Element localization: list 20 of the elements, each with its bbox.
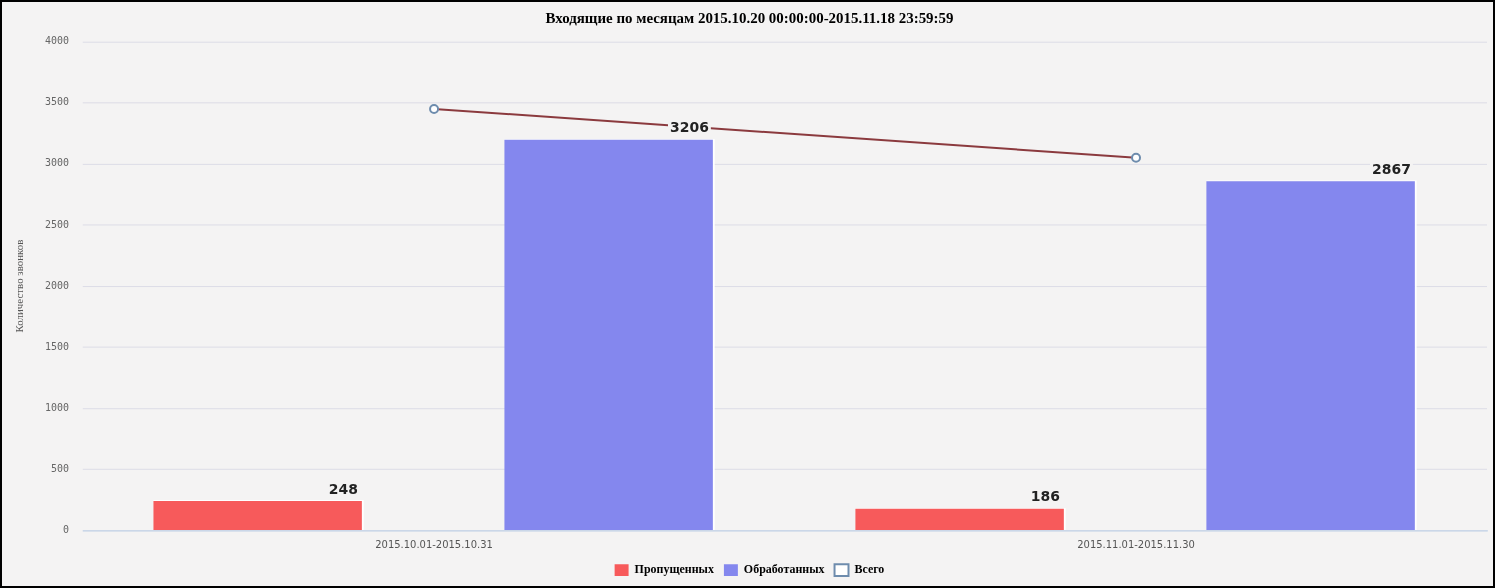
y-tick-label: 2000	[45, 279, 70, 291]
y-axis-title: Количество звонков	[13, 239, 26, 333]
data-label: 2867	[1372, 160, 1411, 177]
y-tick-label: 500	[51, 462, 70, 474]
y-tick-label: 3500	[45, 96, 70, 108]
y-tick-label: 0	[63, 523, 70, 535]
legend-label: Обработанных	[743, 562, 825, 577]
y-tick-label: 3000	[45, 157, 70, 169]
x-tick-label: 2015.10.01-2015.10.31	[375, 538, 493, 550]
data-label: 248	[328, 480, 358, 497]
data-label: 3206	[670, 119, 709, 136]
chart-title: Входящие по месяцам 2015.10.20 00:00:00-2015.11.18 23:59:59	[545, 9, 954, 26]
y-tick-label: 1000	[45, 401, 70, 413]
y-tick-label: 2500	[45, 218, 70, 230]
x-tick-label: 2015.11.01-2015.11.30	[1077, 538, 1195, 550]
legend-label: Пропущенных	[634, 562, 714, 577]
y-tick-label: 1500	[45, 340, 70, 352]
data-label: 186	[1030, 488, 1060, 505]
legend-label: Всего	[854, 562, 885, 577]
y-tick-label: 4000	[45, 35, 70, 47]
